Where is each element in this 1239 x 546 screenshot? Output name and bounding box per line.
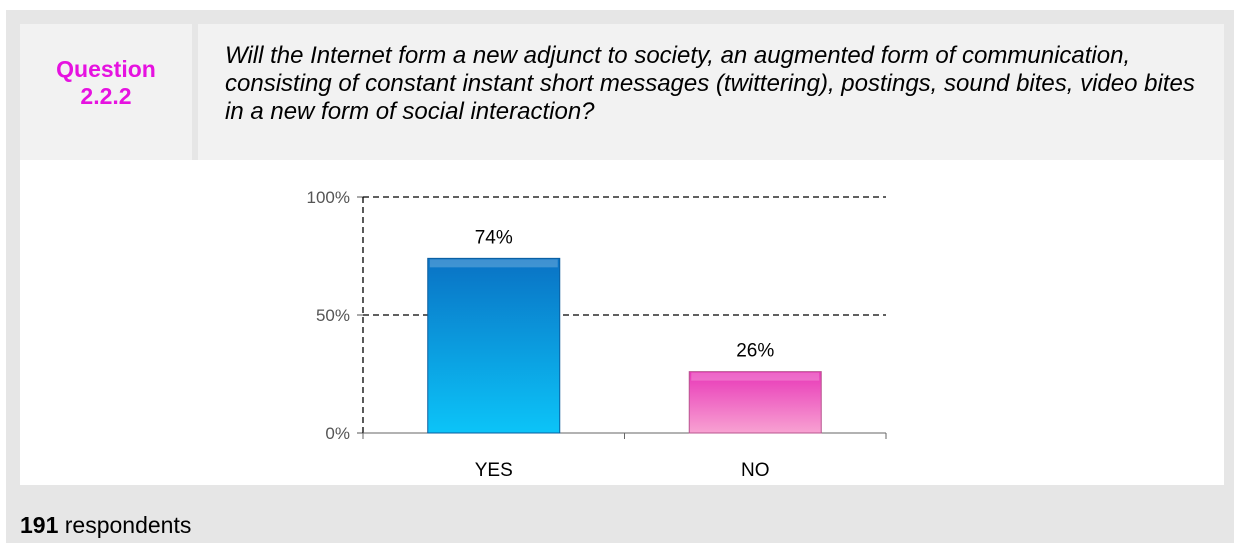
- y-tick-label: 50%: [316, 306, 350, 325]
- x-tick-label: NO: [741, 460, 770, 481]
- question-text: Will the Internet form a new adjunct to …: [198, 24, 1224, 174]
- y-tick-label: 0%: [325, 424, 350, 443]
- bar-highlight: [691, 372, 820, 381]
- data-label: 74%: [475, 227, 513, 248]
- bar-no: [688, 371, 822, 434]
- bar-chart: 0% 50% 100% 74% YES 26% NO: [307, 188, 887, 481]
- question-label: Question 2.2.2: [20, 24, 192, 174]
- data-label: 26%: [736, 341, 774, 362]
- respondent-number: 191: [20, 512, 59, 538]
- question-label-title: Question: [56, 56, 156, 82]
- bar-yes: [427, 257, 561, 434]
- bar-highlight: [429, 259, 558, 268]
- question-card: Question 2.2.2 Will the Internet form a …: [6, 10, 1234, 543]
- respondent-label: respondents: [64, 512, 192, 538]
- question-number: 2.2.2: [80, 83, 132, 109]
- respondent-count: 191 respondents: [20, 512, 191, 539]
- y-tick-label: 100%: [307, 188, 350, 207]
- x-tick-label: YES: [475, 460, 513, 481]
- chart-panel: 0% 50% 100% 74% YES 26% NO: [20, 160, 1224, 485]
